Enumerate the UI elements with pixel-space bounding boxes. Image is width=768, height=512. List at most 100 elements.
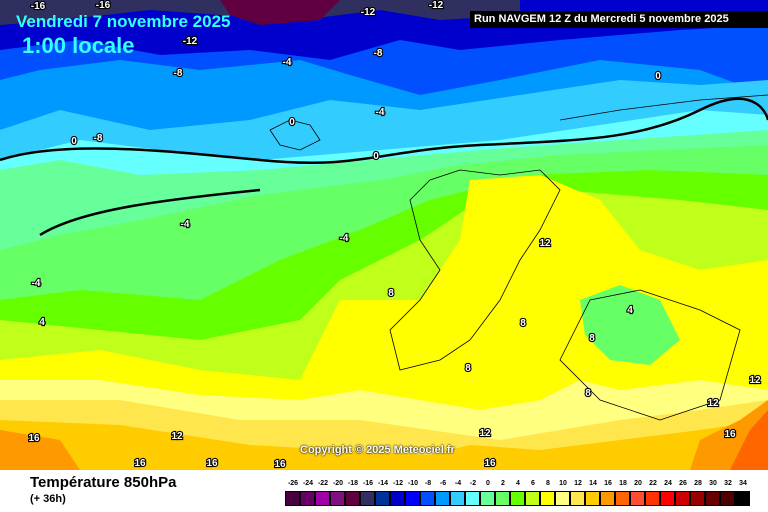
legend-swatch bbox=[720, 491, 735, 506]
legend-swatch bbox=[345, 491, 360, 506]
legend-swatch bbox=[675, 491, 690, 506]
contour-label: 0 bbox=[71, 136, 77, 147]
contour-label: 8 bbox=[520, 318, 526, 329]
contour-label: -16 bbox=[31, 1, 46, 12]
copyright-notice: Copyright © 2025 Meteociel.fr bbox=[300, 444, 455, 456]
contour-label: 8 bbox=[589, 333, 595, 344]
contour-label: 4 bbox=[627, 305, 633, 316]
legend-label: 20 bbox=[634, 480, 642, 487]
legend-label: -18 bbox=[347, 480, 359, 487]
contour-label: 16 bbox=[274, 459, 286, 470]
parameter-title: Température 850hPa bbox=[30, 474, 177, 491]
legend-label: 6 bbox=[531, 480, 535, 487]
contour-label: 8 bbox=[465, 363, 471, 374]
legend-swatch bbox=[660, 491, 675, 506]
contour-label: 16 bbox=[484, 458, 496, 469]
legend-swatch bbox=[630, 491, 645, 506]
legend-label: -2 bbox=[469, 480, 477, 487]
legend-label: 0 bbox=[486, 480, 490, 487]
legend-label: 22 bbox=[649, 480, 657, 487]
contour-label: 16 bbox=[206, 458, 218, 469]
contour-label: 4 bbox=[39, 317, 45, 328]
legend-label: -8 bbox=[424, 480, 432, 487]
contour-label: 12 bbox=[479, 428, 491, 439]
legend-swatch bbox=[375, 491, 390, 506]
legend-swatch bbox=[450, 491, 465, 506]
legend-label: 10 bbox=[559, 480, 567, 487]
legend-label: -14 bbox=[377, 480, 389, 487]
legend-label: 8 bbox=[546, 480, 550, 487]
contour-label: -12 bbox=[429, 0, 444, 11]
contour-label: 0 bbox=[289, 117, 295, 128]
legend-label: -26 bbox=[287, 480, 299, 487]
legend-label: -12 bbox=[392, 480, 404, 487]
legend-label: 18 bbox=[619, 480, 627, 487]
contour-label: -4 bbox=[181, 219, 190, 230]
field-4-balkans bbox=[580, 285, 680, 365]
contour-label: -8 bbox=[94, 133, 103, 144]
legend-label: 26 bbox=[679, 480, 687, 487]
contour-label: 16 bbox=[28, 433, 40, 444]
contour-label: -4 bbox=[283, 57, 292, 68]
legend-label: 32 bbox=[724, 480, 732, 487]
contour-label: 16 bbox=[724, 429, 736, 440]
legend-swatch bbox=[495, 491, 510, 506]
legend-swatch bbox=[600, 491, 615, 506]
legend-label: 34 bbox=[739, 480, 747, 487]
legend-swatch bbox=[420, 491, 435, 506]
legend-label: -20 bbox=[332, 480, 344, 487]
legend-swatch bbox=[435, 491, 450, 506]
legend-label: 4 bbox=[516, 480, 520, 487]
contour-label: -4 bbox=[340, 233, 349, 244]
field-18 bbox=[730, 410, 768, 470]
contour-label: -16 bbox=[96, 0, 111, 11]
legend-swatch bbox=[405, 491, 420, 506]
legend-swatch bbox=[315, 491, 330, 506]
contour-label: 12 bbox=[749, 375, 761, 386]
contour-label: 8 bbox=[388, 288, 394, 299]
field-14 bbox=[0, 420, 768, 470]
coastlines bbox=[269, 94, 768, 421]
legend-swatch bbox=[330, 491, 345, 506]
legend-label: -24 bbox=[302, 480, 314, 487]
contour-label: 8 bbox=[585, 388, 591, 399]
legend-label: 24 bbox=[664, 480, 672, 487]
contour-label: -8 bbox=[174, 68, 183, 79]
model-run-label: Run NAVGEM 12 Z du Mercredi 5 novembre 2… bbox=[470, 11, 768, 28]
legend-label: -6 bbox=[439, 480, 447, 487]
legend-label: 2 bbox=[501, 480, 505, 487]
temperature-850hpa-map: -16 -16 -12 -12 -12 -8 -8 -8 -4 -4 0 0 0 0 -4 -4 -4 4 8 8 8 1… bbox=[0, 0, 768, 470]
legend-label: 12 bbox=[574, 480, 582, 487]
contour-label: -4 bbox=[376, 107, 385, 118]
contour-label: -12 bbox=[183, 36, 198, 47]
legend-label: 14 bbox=[589, 480, 597, 487]
contour-label: 0 bbox=[655, 71, 661, 82]
contour-label: -4 bbox=[32, 278, 41, 289]
legend-swatch bbox=[480, 491, 495, 506]
footer: Température 850hPa (+ 36h) -26 -24 -22 -20-… bbox=[0, 470, 768, 512]
legend-label: -4 bbox=[454, 480, 462, 487]
legend-label: 16 bbox=[604, 480, 612, 487]
legend-swatch bbox=[300, 491, 315, 506]
contour-label: 12 bbox=[171, 431, 183, 442]
legend-swatch bbox=[735, 491, 750, 506]
legend-swatch bbox=[690, 491, 705, 506]
legend-label: 30 bbox=[709, 480, 717, 487]
legend-label: -10 bbox=[407, 480, 419, 487]
legend-swatch bbox=[510, 491, 525, 506]
legend-label: -16 bbox=[362, 480, 374, 487]
legend-swatch bbox=[555, 491, 570, 506]
legend-swatch bbox=[645, 491, 660, 506]
legend-swatch bbox=[360, 491, 375, 506]
legend-swatch bbox=[540, 491, 555, 506]
contour-label: 16 bbox=[134, 458, 146, 469]
contour-label: -12 bbox=[361, 7, 376, 18]
legend-swatch bbox=[570, 491, 585, 506]
legend-swatch bbox=[615, 491, 630, 506]
forecast-local-time: 1:00 locale bbox=[22, 33, 135, 58]
legend-swatch bbox=[285, 491, 300, 506]
legend-swatch bbox=[525, 491, 540, 506]
legend-swatch bbox=[465, 491, 480, 506]
field-minus18 bbox=[220, 0, 340, 25]
